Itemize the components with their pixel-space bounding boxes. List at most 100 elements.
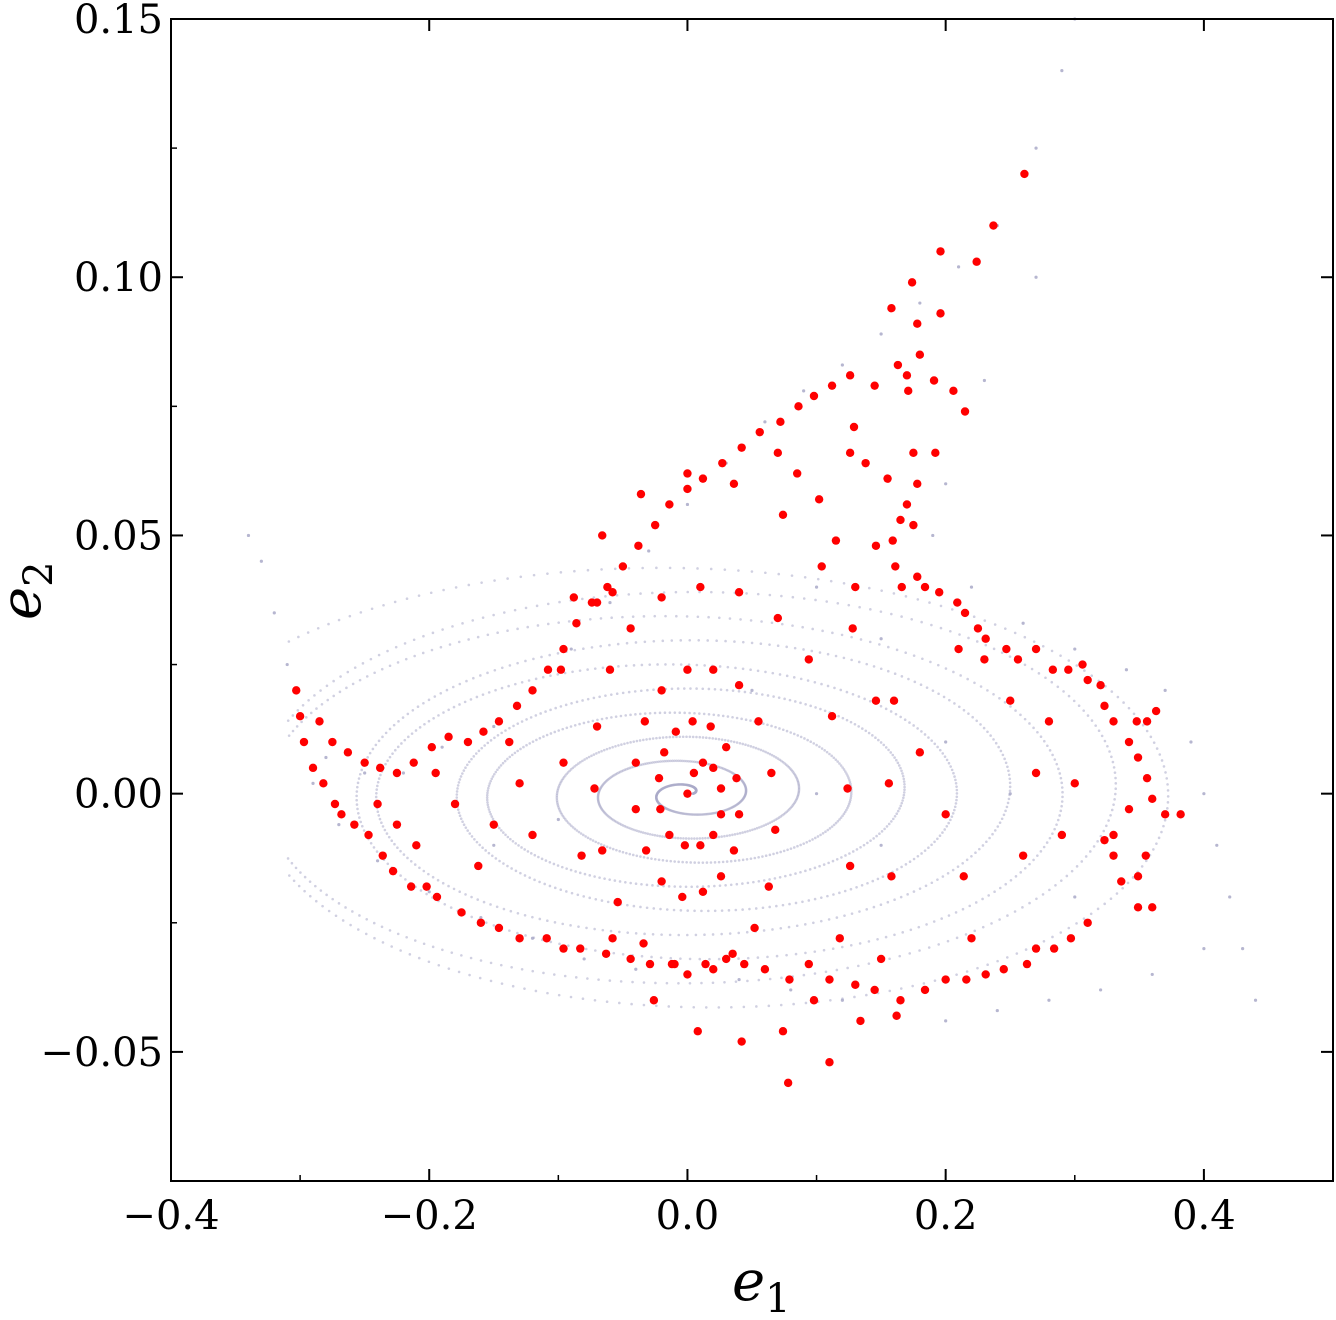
background-point bbox=[468, 832, 472, 835]
x-axis-label-subscript: 1 bbox=[765, 1276, 790, 1320]
background-point bbox=[632, 740, 636, 743]
background-point bbox=[348, 614, 352, 618]
background-point bbox=[871, 879, 875, 883]
background-point bbox=[808, 868, 812, 871]
data-point bbox=[696, 582, 705, 592]
background-point bbox=[830, 754, 833, 758]
background-point bbox=[552, 862, 556, 866]
data-point bbox=[1020, 169, 1029, 179]
background-point bbox=[901, 799, 904, 802]
background-point bbox=[679, 759, 683, 763]
background-point bbox=[506, 757, 509, 761]
background-point bbox=[710, 590, 713, 594]
background-point bbox=[536, 624, 540, 627]
background-point bbox=[668, 735, 672, 739]
background-point bbox=[645, 906, 649, 910]
background-point bbox=[1036, 854, 1039, 857]
background-point bbox=[388, 929, 392, 932]
background-point bbox=[634, 882, 638, 885]
background-point bbox=[778, 673, 782, 676]
background-point bbox=[491, 817, 495, 821]
background-point bbox=[661, 859, 665, 862]
background-point bbox=[923, 733, 927, 736]
background-point bbox=[346, 670, 350, 674]
background-point bbox=[720, 738, 724, 741]
background-point bbox=[387, 835, 391, 839]
background-point bbox=[843, 914, 846, 917]
background-point bbox=[492, 924, 496, 927]
background-point bbox=[945, 825, 949, 828]
background-point bbox=[814, 706, 817, 709]
background-point bbox=[452, 705, 456, 709]
background-point bbox=[462, 769, 466, 772]
background-point bbox=[307, 698, 310, 702]
background-point bbox=[821, 832, 825, 835]
background-point bbox=[601, 928, 605, 932]
background-point bbox=[458, 703, 461, 706]
background-point bbox=[711, 981, 715, 985]
background-point bbox=[991, 832, 994, 836]
background-point bbox=[735, 716, 739, 720]
background-point bbox=[902, 777, 906, 781]
background-point bbox=[738, 741, 742, 745]
background-point bbox=[903, 782, 906, 786]
background-point bbox=[685, 861, 688, 864]
data-point bbox=[392, 768, 402, 778]
background-point bbox=[358, 678, 362, 682]
data-point bbox=[729, 479, 739, 488]
data-point bbox=[778, 510, 788, 519]
background-point bbox=[337, 902, 341, 905]
background-point bbox=[520, 720, 524, 723]
background-point bbox=[674, 590, 678, 594]
background-point bbox=[949, 765, 952, 768]
data-point bbox=[835, 934, 844, 943]
background-point bbox=[638, 712, 642, 716]
data-point bbox=[809, 391, 819, 401]
background-point bbox=[1082, 917, 1086, 920]
data-point bbox=[809, 996, 819, 1005]
background-point bbox=[612, 951, 616, 955]
background-point bbox=[794, 952, 798, 956]
background-point bbox=[847, 778, 851, 781]
background-point bbox=[728, 834, 732, 837]
background-point bbox=[476, 898, 480, 901]
data-point bbox=[592, 598, 602, 607]
background-point bbox=[418, 866, 421, 870]
background-point bbox=[758, 826, 761, 829]
background-point bbox=[752, 745, 755, 749]
background-point bbox=[313, 694, 316, 697]
background-point bbox=[1111, 760, 1115, 764]
background-point bbox=[955, 936, 959, 940]
background-point bbox=[655, 760, 658, 764]
background-point bbox=[481, 616, 485, 619]
background-point bbox=[876, 938, 879, 941]
background-point bbox=[500, 731, 503, 735]
data-point bbox=[920, 582, 930, 592]
background-point bbox=[625, 851, 628, 855]
background-point bbox=[937, 943, 940, 946]
background-point bbox=[362, 829, 366, 832]
background-point bbox=[762, 929, 766, 932]
background-point bbox=[903, 785, 906, 789]
background-point bbox=[1165, 777, 1169, 780]
background-point bbox=[633, 690, 637, 693]
background-point bbox=[709, 861, 713, 864]
background-point bbox=[849, 720, 853, 724]
data-point bbox=[1117, 877, 1126, 886]
background-point bbox=[573, 569, 576, 573]
background-point bbox=[1097, 729, 1101, 733]
background-point bbox=[703, 933, 706, 937]
background-point bbox=[1113, 798, 1116, 801]
background-point bbox=[667, 759, 670, 763]
data-point bbox=[721, 954, 731, 964]
background-point bbox=[784, 874, 787, 878]
data-point bbox=[693, 1027, 702, 1036]
background-point bbox=[475, 840, 479, 844]
background-point bbox=[586, 668, 589, 671]
background-point bbox=[575, 700, 579, 704]
background-point bbox=[488, 782, 492, 785]
data-point bbox=[936, 309, 945, 318]
background-point bbox=[696, 885, 699, 888]
data-point bbox=[959, 872, 968, 881]
background-point bbox=[894, 712, 898, 716]
